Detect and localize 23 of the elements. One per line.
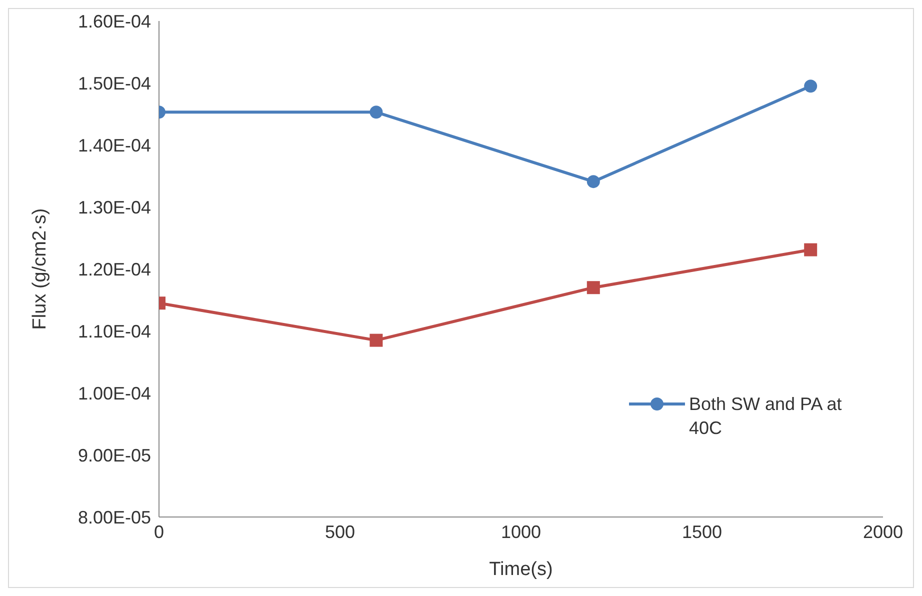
- y-tick-label: 8.00E-05: [78, 507, 151, 528]
- x-tick-label: 1000: [500, 522, 542, 542]
- y-axis-title: Flux (g/cm2·s): [30, 208, 51, 330]
- y-tick-label: 1.20E-04: [78, 259, 151, 280]
- legend-label: Both SW and PA at 40C: [689, 393, 843, 440]
- x-tick-label: 2000: [862, 522, 904, 542]
- x-tick-label: 0: [154, 522, 164, 542]
- point: [804, 243, 818, 256]
- point: [586, 175, 600, 188]
- y-tick-label: 1.60E-04: [78, 11, 151, 32]
- y-tick-label: 1.50E-04: [78, 73, 151, 94]
- x-tick-label: 500: [324, 522, 356, 542]
- x-axis-title: Time(s): [489, 559, 553, 580]
- y-tick-label: 1.40E-04: [78, 135, 151, 156]
- y-tick-label: 1.00E-04: [78, 383, 151, 404]
- x-tick-label: 1500: [682, 522, 722, 542]
- point: [804, 80, 818, 93]
- point: [370, 334, 383, 347]
- point: [370, 106, 383, 119]
- y-tick-label: 1.10E-04: [78, 321, 151, 342]
- y-tick-label: 9.00E-05: [78, 445, 151, 466]
- point: [586, 281, 600, 294]
- y-tick-label: 1.30E-04: [78, 197, 151, 218]
